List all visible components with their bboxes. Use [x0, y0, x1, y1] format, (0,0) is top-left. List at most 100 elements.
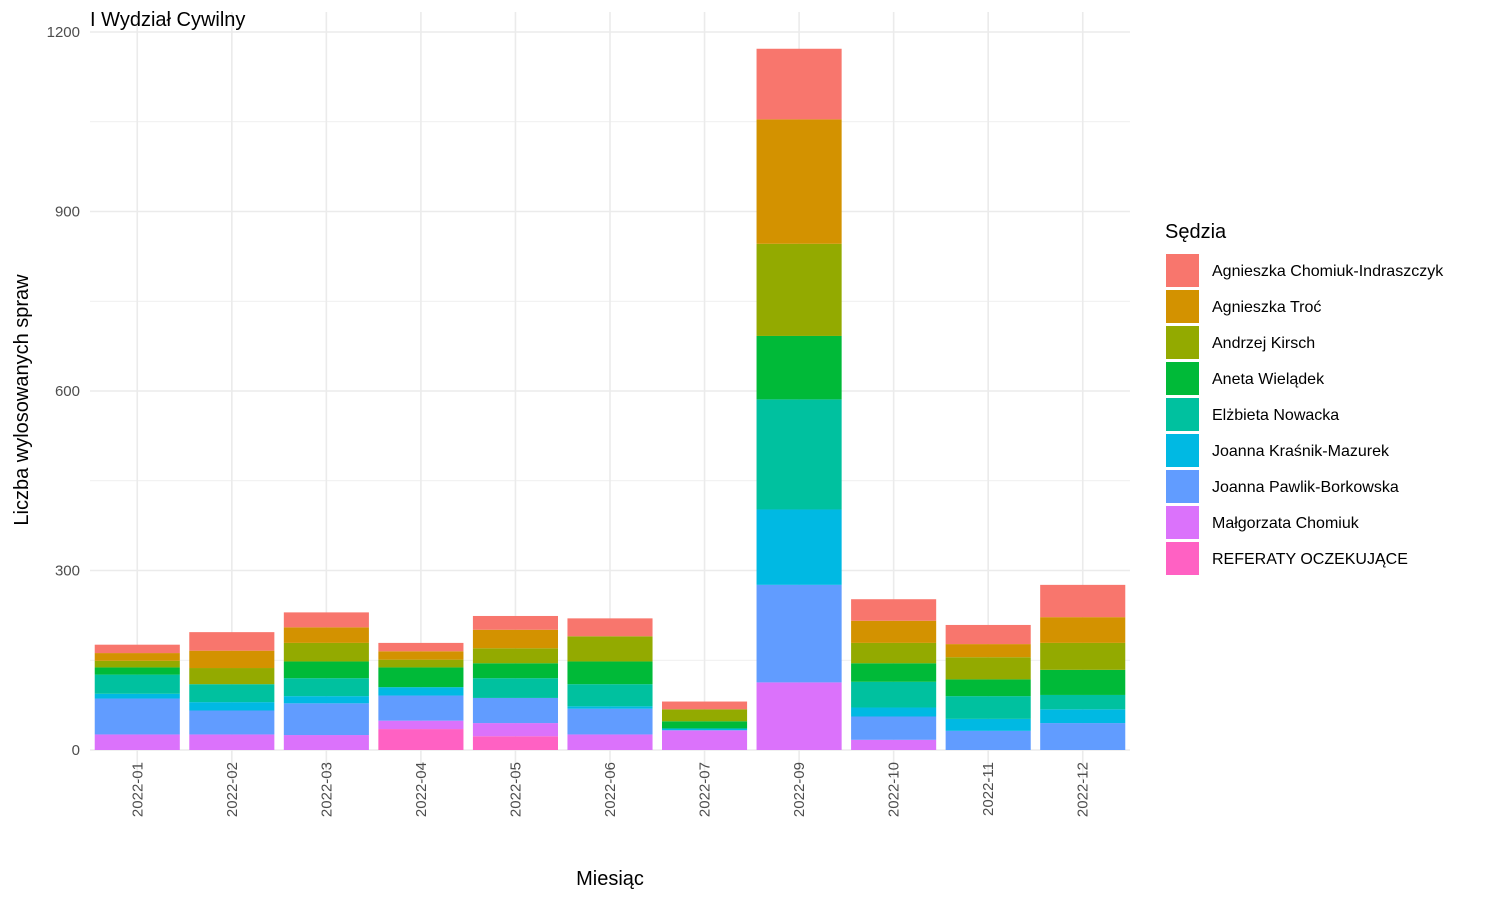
bar-segment [756, 584, 842, 683]
legend-label: Aneta Wielądek [1212, 371, 1325, 388]
bar-segment [94, 693, 180, 699]
bar-segment [945, 679, 1031, 697]
bar-segment [472, 629, 558, 649]
bar-segment [472, 697, 558, 724]
bar-segment [662, 728, 748, 731]
y-tick-label: 300 [55, 563, 80, 580]
bar-segment [283, 735, 369, 750]
bar-segment [94, 660, 180, 668]
legend-swatch [1166, 506, 1199, 539]
legend-label: Elżbieta Nowacka [1212, 407, 1339, 424]
bar-segment [472, 723, 558, 737]
bar-segment [283, 612, 369, 628]
y-tick-label: 0 [72, 742, 80, 759]
bar-segment [94, 674, 180, 694]
bar-segment [567, 684, 653, 707]
bar-segment [945, 730, 1031, 750]
x-tick-label: 2022-02 [224, 762, 241, 817]
bar-segment [472, 663, 558, 679]
legend-swatch [1166, 434, 1199, 467]
bar-segment [756, 335, 842, 400]
bar-segment [189, 734, 275, 750]
bar-segment [94, 667, 180, 675]
x-tick-label: 2022-04 [413, 762, 430, 817]
bar-segment [189, 710, 275, 735]
legend-title: Sędzia [1165, 221, 1227, 243]
bar-segment [567, 618, 653, 637]
bar-segment [1040, 694, 1126, 710]
bar-segment [189, 668, 275, 685]
bar-segment [283, 703, 369, 736]
bar-segment [378, 659, 464, 668]
legend-swatch [1166, 398, 1199, 431]
x-tick-label: 2022-05 [507, 762, 524, 817]
bar-segment [851, 739, 937, 750]
bar-segment [756, 119, 842, 244]
bar-segment [472, 736, 558, 750]
legend-label: REFERATY OCZEKUJĄCE [1212, 551, 1408, 568]
bar-segment [472, 615, 558, 630]
bar-segment [945, 657, 1031, 680]
bar-segment [756, 399, 842, 510]
bar-segment [283, 661, 369, 679]
legend-label: Joanna Pawlik-Borkowska [1212, 479, 1399, 496]
bar-segment [756, 48, 842, 120]
bar-segment [567, 636, 653, 662]
bar-segment [378, 687, 464, 696]
y-tick-label: 1200 [47, 24, 80, 41]
x-axis-ticks: 2022-01 2022-02 2022-03 2022-04 2022-05 2022-… [129, 762, 1091, 817]
x-axis-title: Miesiąc [576, 868, 644, 890]
legend-label: Agnieszka Troć [1212, 299, 1321, 316]
bar-segment [378, 642, 464, 652]
legend-swatch [1166, 362, 1199, 395]
bar-segment [378, 651, 464, 660]
bar-segment [378, 720, 464, 730]
bar-segment [189, 650, 275, 669]
legend-label: Małgorzata Chomiuk [1212, 515, 1360, 532]
bar-segment [472, 648, 558, 664]
legend: Sędzia Agnieszka Chomiuk-Indraszczyk Agni… [1165, 221, 1444, 575]
bar-segment [945, 644, 1031, 658]
legend-swatch [1166, 290, 1199, 323]
bars [94, 48, 1126, 750]
y-tick-label: 900 [55, 204, 80, 221]
legend-label: Joanna Kraśnik-Mazurek [1212, 443, 1390, 460]
bar-segment [851, 620, 937, 643]
y-axis-title: Liczba wylosowanych spraw [11, 274, 33, 526]
legend-label: Andrzej Kirsch [1212, 335, 1315, 352]
bar-segment [756, 682, 842, 750]
bar-segment [283, 627, 369, 643]
bar-segment [567, 706, 653, 709]
bar-segment [851, 663, 937, 682]
bar-segment [662, 709, 748, 722]
bar-segment [94, 644, 180, 654]
bar-segment [756, 509, 842, 585]
x-tick-label: 2022-07 [697, 762, 714, 817]
bar-segment [851, 707, 937, 717]
bar-segment [945, 624, 1031, 645]
legend-swatch [1166, 254, 1199, 287]
bar-segment [567, 661, 653, 685]
bar-segment [189, 632, 275, 651]
x-tick-label: 2022-03 [318, 762, 335, 817]
bar-segment [1040, 669, 1126, 695]
legend-swatch [1166, 470, 1199, 503]
chart-title: I Wydział Cywilny [90, 9, 245, 31]
bar-segment [189, 684, 275, 703]
bar-segment [567, 708, 653, 735]
bar-segment [94, 734, 180, 750]
x-tick-label: 2022-12 [1075, 762, 1092, 817]
bar-segment [662, 701, 748, 710]
y-axis-ticks: 0 300 600 900 1200 [47, 24, 80, 759]
bar-segment [1040, 642, 1126, 670]
y-tick-label: 600 [55, 383, 80, 400]
bar-segment [851, 642, 937, 664]
bar-segment [1040, 723, 1126, 750]
legend-swatch [1166, 326, 1199, 359]
x-tick-label: 2022-06 [602, 762, 619, 817]
bar-segment [662, 721, 748, 729]
bar-segment [945, 718, 1031, 731]
bar-segment [94, 653, 180, 661]
x-tick-label: 2022-09 [791, 762, 808, 817]
